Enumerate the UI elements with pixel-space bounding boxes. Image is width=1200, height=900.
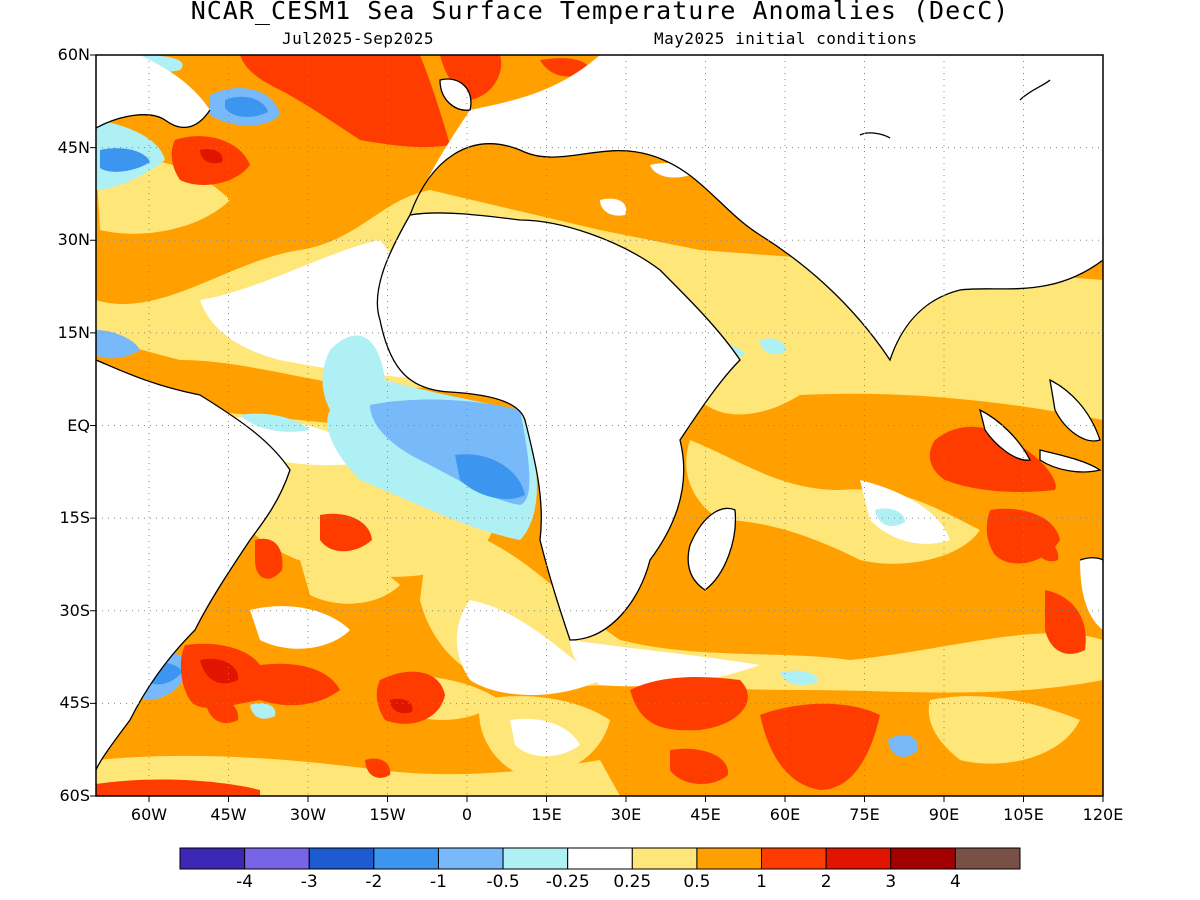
longitude-tick-label: 105E xyxy=(1003,805,1044,824)
colorbar-swatch xyxy=(308,847,375,870)
colorbar-label: 2 xyxy=(820,872,832,892)
latitude-tick-label: 15N xyxy=(57,322,90,342)
latitude-tick-label: 45S xyxy=(59,693,90,713)
colorbar-label: 1 xyxy=(756,872,767,892)
colorbar-swatch xyxy=(567,847,633,870)
colorbar xyxy=(179,847,1021,870)
longitude-tick-label: 75E xyxy=(849,805,880,824)
longitude-tick-label: 45E xyxy=(690,805,721,824)
latitude-tick-label: 30N xyxy=(57,230,90,250)
colorbar-swatch xyxy=(825,847,892,870)
colorbar-swatch xyxy=(179,847,246,870)
longitude-tick-label: 45W xyxy=(210,805,247,824)
colorbar-label: -4 xyxy=(236,872,254,892)
longitude-tick-label: 30W xyxy=(289,805,327,824)
axis-tick-marks xyxy=(90,54,1104,802)
land-mask xyxy=(96,55,1103,770)
colorbar-swatch xyxy=(373,847,439,870)
colorbar-label: -3 xyxy=(300,872,318,892)
colorbar-label: 3 xyxy=(885,872,897,892)
coastlines xyxy=(96,78,1103,771)
colorbar-label: 0.25 xyxy=(613,872,652,892)
colorbar-label: -2 xyxy=(365,872,383,892)
colorbar-swatch xyxy=(761,847,827,870)
colorbar-swatch xyxy=(954,847,1021,870)
colorbar-label: 0.5 xyxy=(683,872,711,892)
colorbar-swatch xyxy=(502,847,569,870)
forecast-period: Jul2025-Sep2025 xyxy=(282,29,434,48)
longitude-tick-label: 15E xyxy=(531,805,562,824)
initial-conditions: May2025 initial conditions xyxy=(654,29,918,48)
colorbar-label: 4 xyxy=(949,872,961,892)
colorbar-swatch xyxy=(437,847,504,870)
latitude-tick-label: 60S xyxy=(59,786,90,805)
colorbar-label: -0.5 xyxy=(486,872,520,892)
map-title: NCAR_CESM1 Sea Surface Temperature Anoma… xyxy=(190,0,1010,25)
longitude-tick-label: 30E xyxy=(610,805,642,824)
anomaly-field xyxy=(96,55,1103,796)
longitude-tick-label: 60E xyxy=(769,805,801,824)
longitude-tick-label: 60W xyxy=(130,805,168,824)
colorbar-swatch xyxy=(890,847,956,870)
longitude-tick-label: 120E xyxy=(1082,805,1124,824)
latitude-tick-label: 15S xyxy=(59,508,90,528)
colorbar-label: -1 xyxy=(429,872,447,892)
longitude-tick-label: 15W xyxy=(369,805,406,824)
longitude-tick-label: 0 xyxy=(461,805,473,824)
latitude-tick-label: EQ xyxy=(67,415,90,435)
latitude-tick-label: 30S xyxy=(59,600,90,620)
colorbar-swatch xyxy=(696,847,763,870)
colorbar-label: -0.25 xyxy=(545,872,590,892)
longitude-tick-label: 90E xyxy=(928,805,960,824)
strong-warm-regions xyxy=(96,55,1086,796)
colorbar-swatch xyxy=(631,847,698,870)
latitude-tick-label: 45N xyxy=(57,137,90,157)
colorbar-swatch xyxy=(244,847,310,870)
latitude-tick-label: 60N xyxy=(57,45,90,64)
